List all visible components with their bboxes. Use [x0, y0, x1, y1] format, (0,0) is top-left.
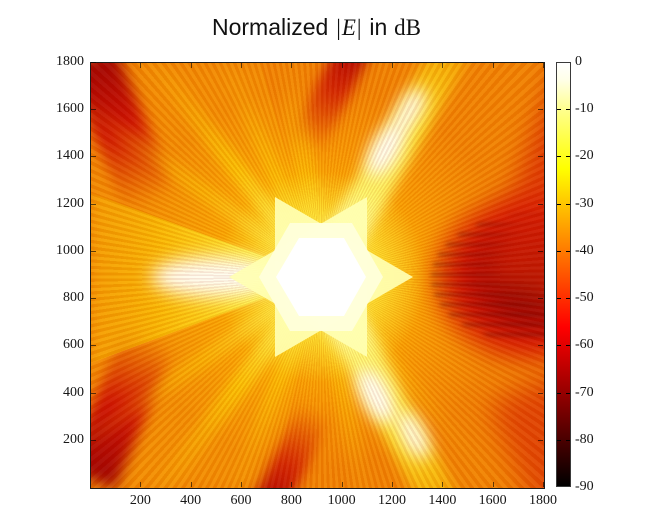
title-word-in: in	[369, 14, 388, 40]
y-tick-mark	[91, 392, 96, 394]
title-word-normalized: Normalized	[211, 14, 329, 40]
y-tick-mark	[538, 392, 543, 394]
x-tick-mark	[241, 482, 242, 487]
colorbar-tick-mark	[557, 298, 561, 300]
colorbar-tick-label: -70	[575, 384, 594, 400]
colorbar-tick-mark	[557, 156, 561, 158]
chart-title: Normalized |E| in dB	[90, 14, 543, 41]
x-tick-mark	[543, 482, 544, 487]
x-tick-mark	[492, 482, 494, 487]
colorbar-tick-mark	[566, 203, 570, 205]
y-tick-mark	[91, 203, 96, 205]
y-tick-mark	[91, 62, 96, 63]
colorbar-tick-mark	[566, 298, 570, 300]
x-tick-mark	[291, 482, 293, 487]
colorbar-tick-label: -10	[575, 101, 594, 117]
colorbar-tick-mark	[557, 203, 561, 205]
x-tick-mark	[492, 63, 494, 68]
x-tick-label: 1800	[529, 493, 557, 508]
y-tick-label: 1000	[56, 242, 84, 258]
y-tick-label: 1600	[56, 101, 84, 117]
x-tick-mark	[341, 63, 343, 68]
y-tick-mark	[538, 250, 543, 252]
x-tick-mark	[190, 63, 192, 68]
y-tick-label: 1400	[56, 148, 84, 164]
x-tick-mark	[190, 482, 192, 487]
y-tick-mark	[91, 345, 96, 347]
y-tick-mark	[91, 439, 96, 441]
x-tick-mark	[140, 63, 142, 68]
colorbar-tick-mark	[557, 392, 561, 394]
x-tick-label: 800	[280, 493, 302, 508]
x-tick-mark	[543, 63, 544, 68]
x-tick-mark	[392, 482, 393, 487]
colorbar-tick-mark	[566, 109, 570, 111]
colorbar-tick-mark	[557, 345, 561, 347]
colorbar-tick-label: -20	[575, 148, 594, 164]
colorbar-tick-mark	[557, 439, 561, 441]
x-tick-mark	[442, 63, 444, 68]
y-tick-mark	[538, 439, 543, 441]
colorbar-tick-mark	[557, 109, 561, 111]
y-tick-mark	[538, 203, 543, 205]
colorbar-tick-mark	[566, 156, 570, 158]
colorbar-tick-label: -40	[575, 242, 594, 258]
title-abs-bar-right: |	[356, 15, 362, 40]
y-tick-mark	[91, 298, 96, 300]
title-e-symbol: E	[341, 15, 356, 40]
colorbar-tick-mark	[566, 250, 570, 252]
colorbar-tick-label: -60	[575, 337, 594, 353]
colorbar-tick-label: -30	[575, 195, 594, 211]
y-tick-mark	[538, 345, 543, 347]
x-tick-label: 1400	[428, 493, 457, 508]
x-tick-mark	[341, 482, 343, 487]
title-unit-db: dB	[394, 15, 422, 40]
x-tick-label: 600	[230, 493, 252, 508]
y-tick-mark	[538, 109, 543, 111]
y-tick-label: 400	[63, 384, 84, 400]
colorbar-tick-label: 0	[575, 54, 582, 69]
x-tick-label: 400	[180, 493, 202, 508]
y-tick-label: 1800	[56, 54, 84, 69]
colorbar-tick-mark	[557, 250, 561, 252]
x-tick-mark	[442, 482, 444, 487]
colorbar-tick-mark	[566, 439, 570, 441]
y-tick-mark	[91, 250, 96, 252]
x-tick-label: 1200	[378, 493, 406, 508]
y-tick-label: 1200	[56, 195, 84, 211]
y-tick-mark	[538, 62, 543, 63]
y-tick-mark	[91, 156, 96, 158]
y-tick-label: 200	[63, 431, 84, 447]
y-tick-mark	[538, 298, 543, 300]
colorbar-tick-label: -80	[575, 431, 594, 447]
y-tick-mark	[538, 156, 543, 158]
colorbar-tick-mark	[566, 345, 570, 347]
x-tick-mark	[291, 63, 293, 68]
x-tick-label: 200	[129, 493, 151, 508]
y-tick-label: 800	[63, 290, 84, 306]
y-tick-label: 600	[63, 337, 84, 353]
x-tick-mark	[140, 482, 142, 487]
heatmap-plot-area	[90, 62, 545, 489]
x-tick-label: 1000	[327, 493, 356, 508]
x-tick-mark	[392, 63, 393, 68]
colorbar	[556, 62, 571, 487]
colorbar-tick-label: -50	[575, 290, 594, 306]
title-abs-bar-left: |	[336, 15, 341, 40]
y-tick-mark	[91, 109, 96, 111]
colorbar-tick-mark	[566, 392, 570, 394]
x-tick-label: 1600	[478, 493, 507, 508]
colorbar-tick-label: -90	[575, 479, 594, 494]
x-tick-mark	[241, 63, 242, 68]
